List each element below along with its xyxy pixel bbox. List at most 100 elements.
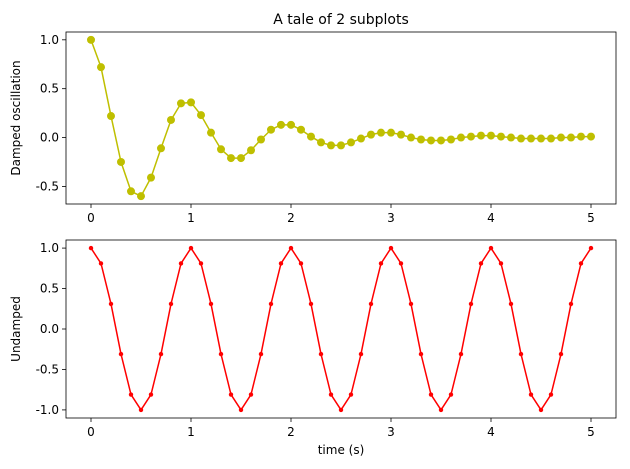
data-point	[208, 301, 214, 307]
data-point	[388, 245, 394, 251]
data-point	[298, 261, 304, 266]
data-point	[227, 154, 235, 163]
x-tick-label: 3	[387, 211, 395, 225]
data-point	[508, 301, 514, 307]
data-point	[418, 351, 424, 357]
data-point	[258, 351, 264, 357]
data-point	[578, 261, 584, 266]
data-point	[228, 392, 234, 397]
data-point	[268, 301, 274, 307]
axes-frame	[65, 239, 617, 419]
data-point	[337, 141, 345, 150]
data-point	[347, 138, 355, 147]
data-point	[107, 112, 115, 121]
data-point	[178, 261, 184, 266]
y-tick-label: -0.5	[36, 179, 59, 193]
y-axis-label: Damped oscillation	[9, 60, 23, 175]
data-point	[398, 261, 404, 266]
data-point	[108, 301, 114, 307]
data-point	[288, 245, 294, 251]
data-point	[458, 351, 464, 357]
data-point	[307, 132, 315, 141]
data-point	[468, 301, 474, 307]
data-point	[377, 128, 385, 137]
data-point	[527, 134, 535, 143]
data-point	[187, 98, 195, 107]
data-point	[277, 120, 285, 129]
y-tick-label: 1.0	[40, 33, 59, 47]
data-point	[238, 407, 244, 413]
data-point	[278, 261, 284, 266]
y-tick-label: -0.5	[36, 362, 59, 376]
data-point	[497, 132, 505, 141]
x-tick-label: 5	[587, 211, 595, 225]
data-point	[588, 245, 594, 251]
data-point	[148, 392, 154, 397]
data-point	[587, 132, 595, 141]
data-point	[488, 245, 494, 251]
data-point	[387, 128, 395, 137]
data-point	[218, 351, 224, 357]
data-point	[177, 99, 185, 108]
y-tick-label: 1.0	[40, 241, 59, 255]
data-point	[138, 407, 144, 413]
x-tick-label: 0	[87, 211, 95, 225]
data-point	[467, 132, 475, 141]
data-point	[567, 133, 575, 142]
data-point	[97, 63, 105, 72]
y-tick-label: 0.5	[40, 82, 59, 96]
data-point	[427, 136, 435, 145]
y-axis-label: Undamped	[9, 296, 23, 362]
data-point	[408, 301, 414, 307]
data-point	[407, 133, 415, 142]
data-point	[477, 131, 485, 140]
data-point	[128, 392, 134, 397]
data-point	[117, 157, 125, 166]
data-point	[88, 245, 94, 251]
data-point	[317, 138, 325, 147]
x-tick-label: 2	[287, 211, 295, 225]
x-tick-label: 1	[187, 211, 195, 225]
data-point	[537, 134, 545, 143]
x-tick-label: 2	[287, 425, 295, 439]
data-point	[207, 128, 215, 137]
data-point	[368, 301, 374, 307]
data-point	[188, 245, 194, 251]
series-line-0-0	[90, 39, 591, 197]
chart-title: A tale of 2 subplots	[273, 12, 409, 28]
data-point	[328, 392, 334, 397]
data-point	[517, 134, 525, 143]
data-point	[127, 187, 135, 196]
data-point	[237, 154, 245, 163]
data-point	[118, 351, 124, 357]
data-point	[528, 392, 534, 397]
data-point	[518, 351, 524, 357]
x-tick-label: 4	[487, 425, 495, 439]
data-point	[257, 135, 265, 144]
data-point	[577, 132, 585, 141]
x-tick-label: 3	[387, 425, 395, 439]
data-point	[167, 115, 175, 124]
data-point	[478, 261, 484, 266]
data-point	[557, 133, 565, 142]
data-point	[437, 136, 445, 145]
data-point	[547, 134, 555, 143]
x-tick-label: 0	[87, 425, 95, 439]
y-tick-label: 0.0	[40, 322, 59, 336]
x-axis-label: time (s)	[318, 443, 365, 457]
y-tick-label: 0.0	[40, 131, 59, 145]
data-point	[558, 351, 564, 357]
data-point	[308, 301, 314, 307]
x-tick-label: 5	[587, 425, 595, 439]
data-point	[248, 392, 254, 397]
data-point	[487, 131, 495, 140]
data-point	[568, 301, 574, 307]
data-point	[137, 192, 145, 201]
data-point	[448, 392, 454, 397]
x-tick-label: 1	[187, 425, 195, 439]
data-point	[98, 261, 104, 266]
data-point	[247, 146, 255, 155]
data-point	[168, 301, 174, 307]
data-point	[158, 351, 164, 357]
